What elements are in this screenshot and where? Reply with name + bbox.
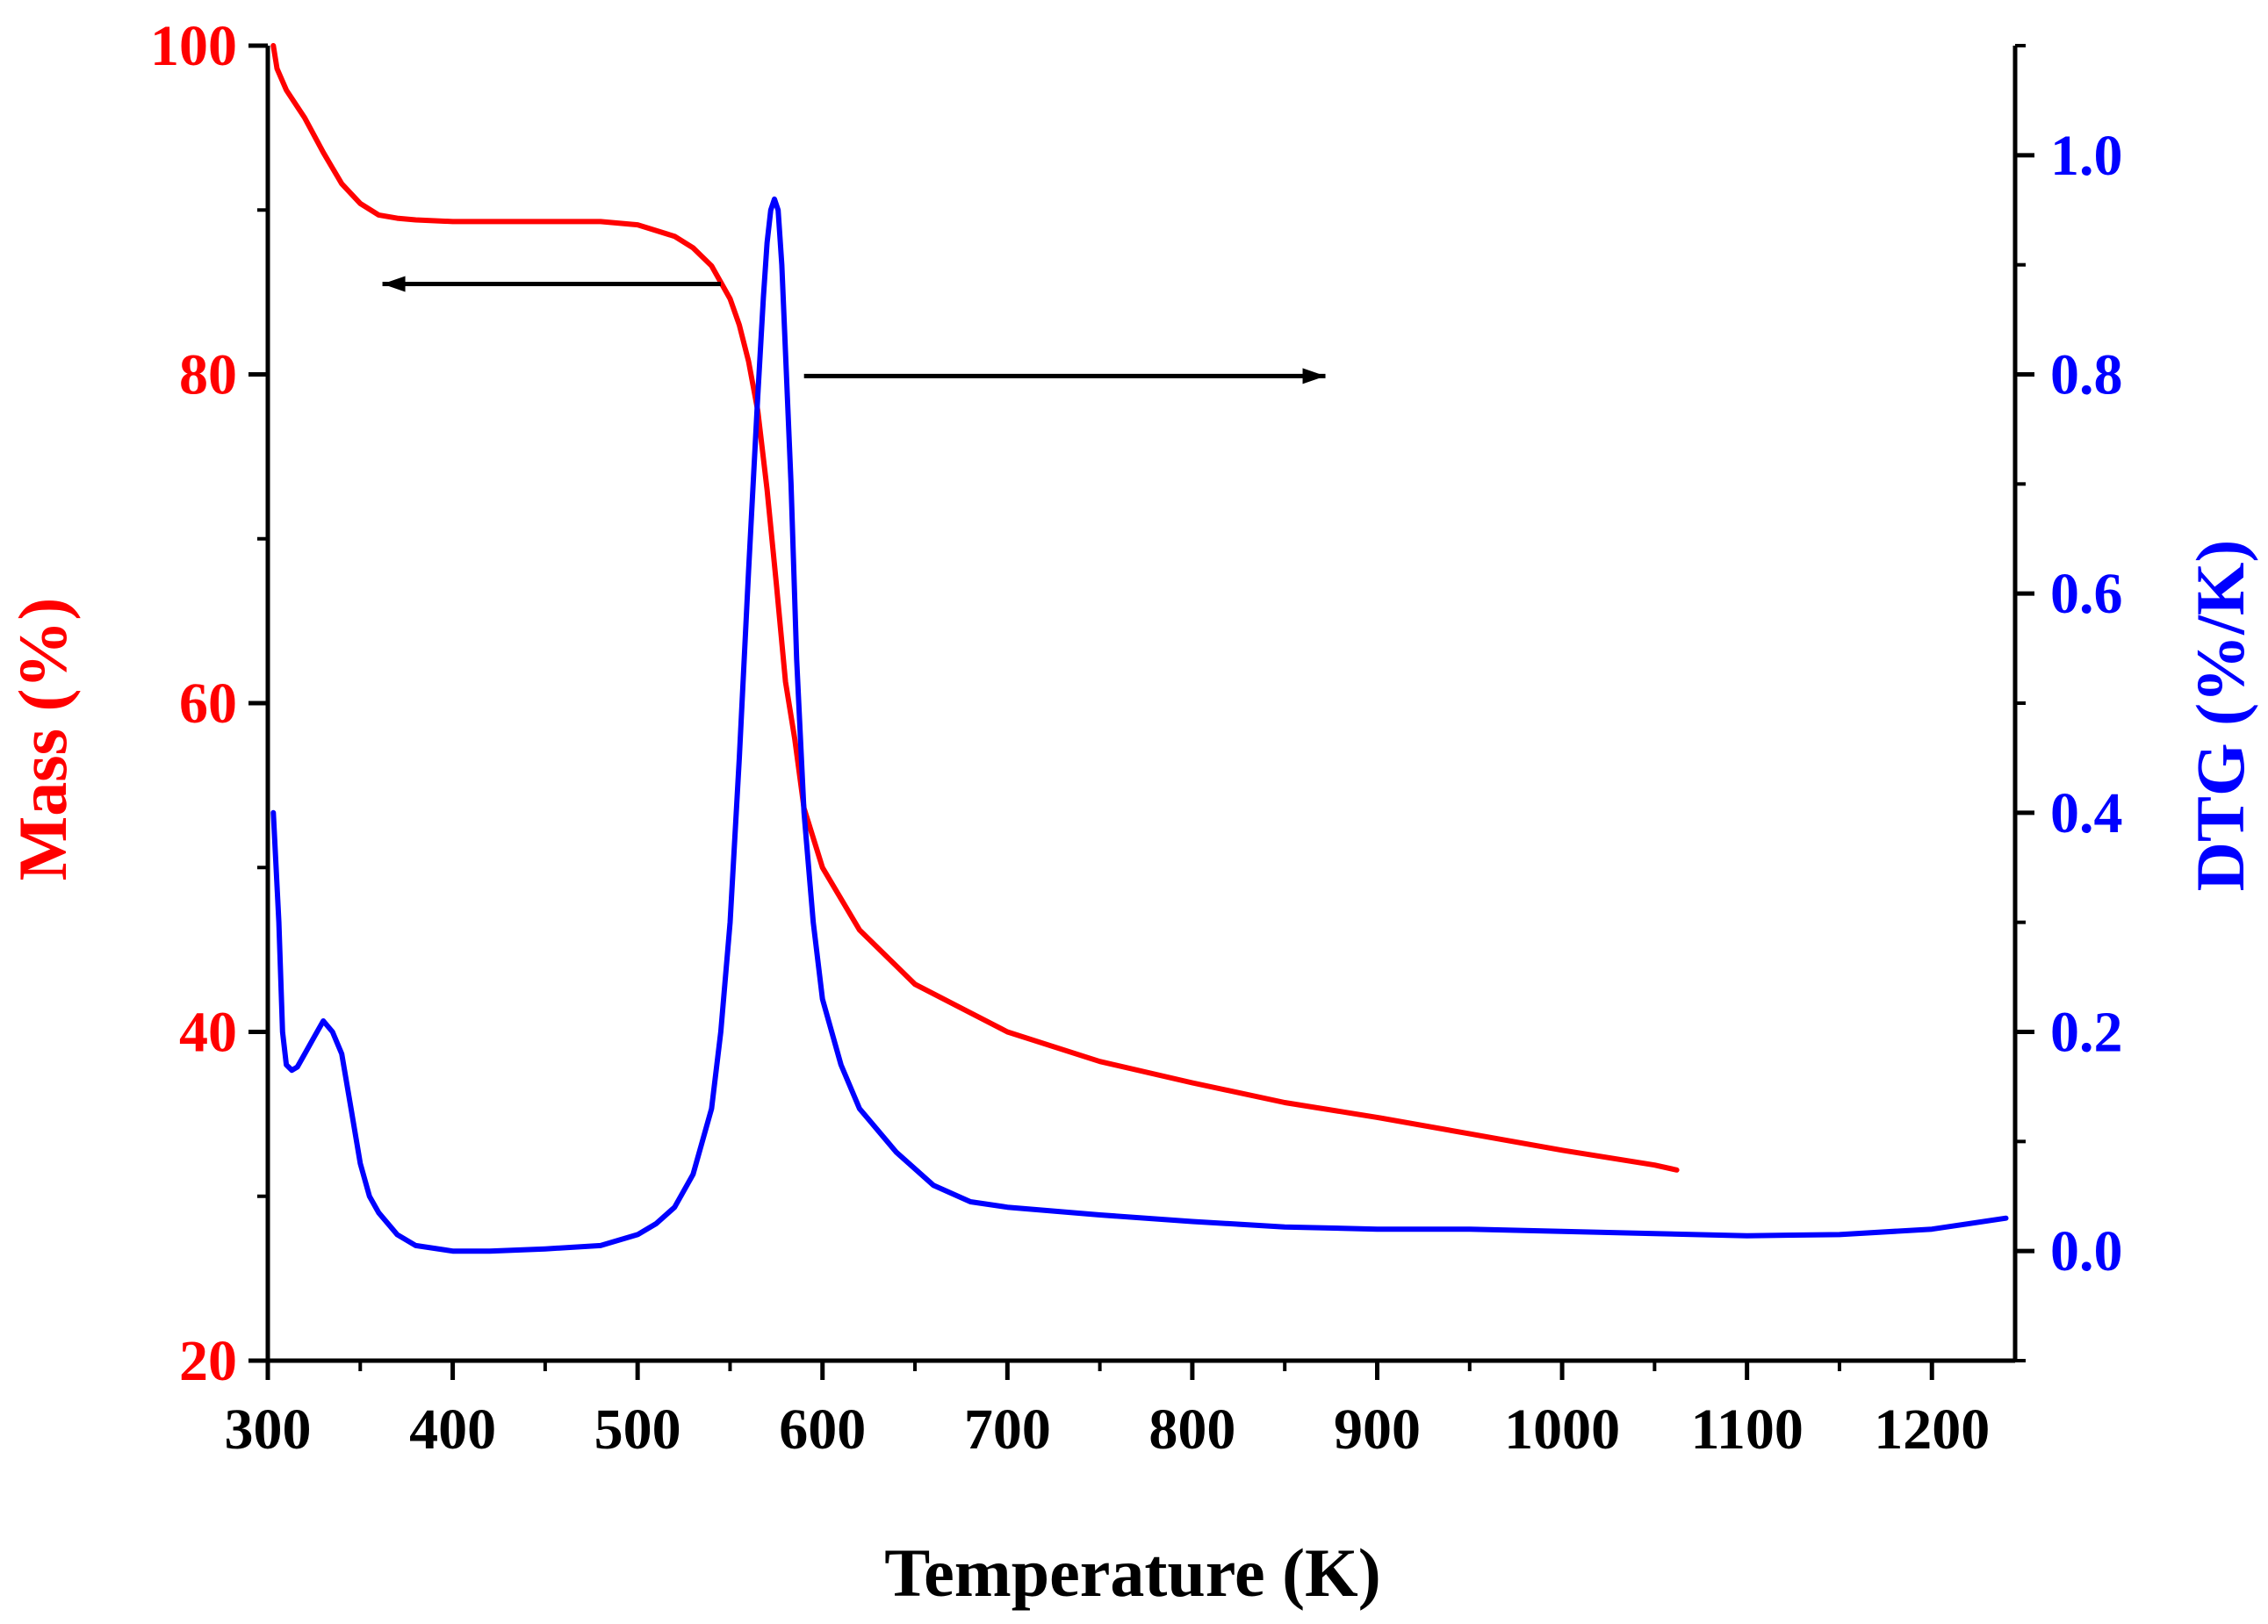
annotations-layer — [382, 276, 1326, 384]
right-tick-label: 0.6 — [2050, 562, 2123, 626]
left-tick-label: 100 — [150, 14, 237, 78]
arrow-to-dtg-axis-head — [1302, 368, 1326, 384]
left-tick-label: 60 — [179, 672, 237, 736]
left-y-ticks: 20 40 60 80 100 — [150, 14, 268, 1393]
curves-layer — [270, 43, 2009, 1254]
right-tick-label: 0.2 — [2050, 1001, 2123, 1065]
x-tick-label: 800 — [1148, 1398, 1235, 1462]
right-tick-label: 1.0 — [2050, 124, 2123, 188]
x-tick-label: 400 — [409, 1398, 496, 1462]
right-tick-label: 0.4 — [2050, 781, 2123, 845]
x-tick-label: 1200 — [1874, 1398, 1990, 1462]
x-tick-label: 500 — [594, 1398, 681, 1462]
x-tick-label: 300 — [225, 1398, 312, 1462]
mass-series-line — [270, 43, 1680, 1173]
left-y-axis-title: Mass (%) — [4, 598, 81, 881]
x-ticks: 300 400 500 600 700 800 900 1000 1100 1200 — [225, 1361, 1990, 1462]
dtg-series-line — [270, 196, 2009, 1254]
x-tick-label: 600 — [779, 1398, 866, 1462]
right-y-ticks: 0.0 0.2 0.4 0.6 0.8 1.0 — [2015, 44, 2123, 1362]
left-tick-label: 40 — [179, 1001, 237, 1065]
right-tick-label: 0.8 — [2050, 343, 2123, 407]
x-axis-title: Temperature (K) — [884, 1534, 1380, 1611]
x-tick-label: 1100 — [1690, 1398, 1803, 1462]
x-tick-label: 900 — [1334, 1398, 1421, 1462]
left-tick-label: 20 — [179, 1329, 237, 1393]
left-tick-label: 80 — [179, 343, 237, 407]
right-tick-label: 0.0 — [2050, 1219, 2123, 1283]
x-tick-label: 1000 — [1504, 1398, 1620, 1462]
arrow-to-mass-axis-head — [382, 276, 406, 292]
right-y-axis-title: DTG (%/K) — [2182, 540, 2258, 892]
x-tick-label: 700 — [964, 1398, 1051, 1462]
